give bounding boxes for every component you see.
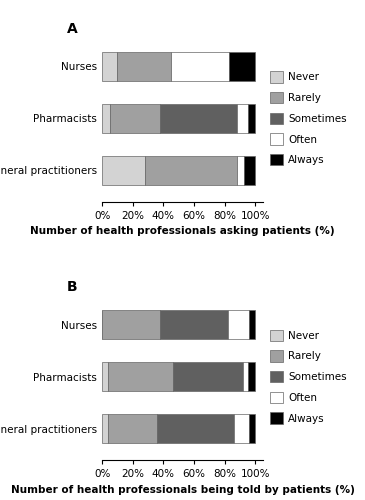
Legend: Never, Rarely, Sometimes, Often, Always: Never, Rarely, Sometimes, Often, Always xyxy=(270,71,347,166)
Legend: Never, Rarely, Sometimes, Often, Always: Never, Rarely, Sometimes, Often, Always xyxy=(270,330,347,424)
Text: A: A xyxy=(67,22,78,36)
Bar xyxy=(102,52,118,80)
X-axis label: Number of health professionals asking patients (%): Number of health professionals asking pa… xyxy=(30,226,335,236)
Bar xyxy=(247,104,255,132)
Bar xyxy=(157,414,234,443)
Bar xyxy=(234,414,249,443)
Bar xyxy=(102,362,108,391)
Bar xyxy=(243,362,247,391)
Bar xyxy=(102,104,110,132)
Bar xyxy=(102,310,160,339)
Bar xyxy=(108,362,173,391)
Bar xyxy=(237,104,247,132)
Bar xyxy=(160,104,237,132)
Text: B: B xyxy=(67,280,77,294)
Bar xyxy=(229,52,255,80)
Bar xyxy=(228,310,249,339)
Bar xyxy=(145,156,237,184)
Bar xyxy=(245,156,255,184)
Bar xyxy=(160,310,228,339)
Bar xyxy=(249,414,255,443)
Bar xyxy=(247,362,255,391)
Bar xyxy=(118,52,171,80)
Bar xyxy=(249,310,255,339)
Bar xyxy=(110,104,160,132)
Bar xyxy=(173,362,243,391)
Bar xyxy=(102,414,108,443)
X-axis label: Number of health professionals being told by patients (%): Number of health professionals being tol… xyxy=(11,484,354,494)
Bar xyxy=(102,156,145,184)
Bar xyxy=(237,156,245,184)
Bar xyxy=(171,52,229,80)
Bar xyxy=(108,414,157,443)
